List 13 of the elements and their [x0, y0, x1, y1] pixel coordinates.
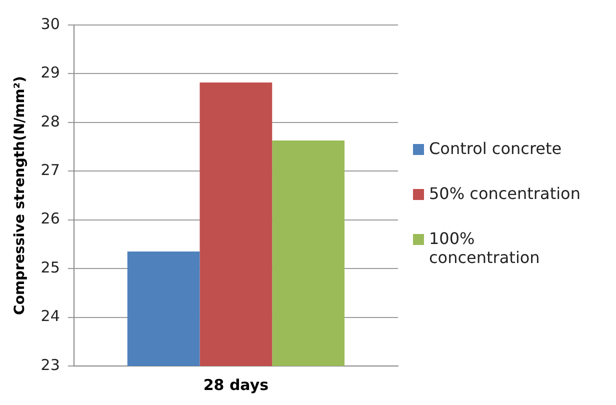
y-tick-label: 24	[40, 307, 60, 326]
y-tick-label: 27	[40, 161, 60, 180]
y-tick-label: 25	[40, 258, 60, 276]
y-tick-label: 29	[40, 64, 60, 82]
x-tick-label: 28 days	[203, 376, 269, 394]
y-tick-label: 26	[40, 210, 60, 228]
y-tick-label: 30	[40, 14, 60, 33]
y-tick-label: 23	[40, 356, 60, 374]
y-axis-title: Compressive strength(N/mm²)	[12, 76, 28, 315]
legend-label: Control concrete	[429, 139, 563, 158]
legend-label: 100% concentration	[429, 229, 541, 267]
y-tick-label: 28	[40, 112, 60, 130]
legend-label: 50% concentration	[429, 184, 582, 203]
